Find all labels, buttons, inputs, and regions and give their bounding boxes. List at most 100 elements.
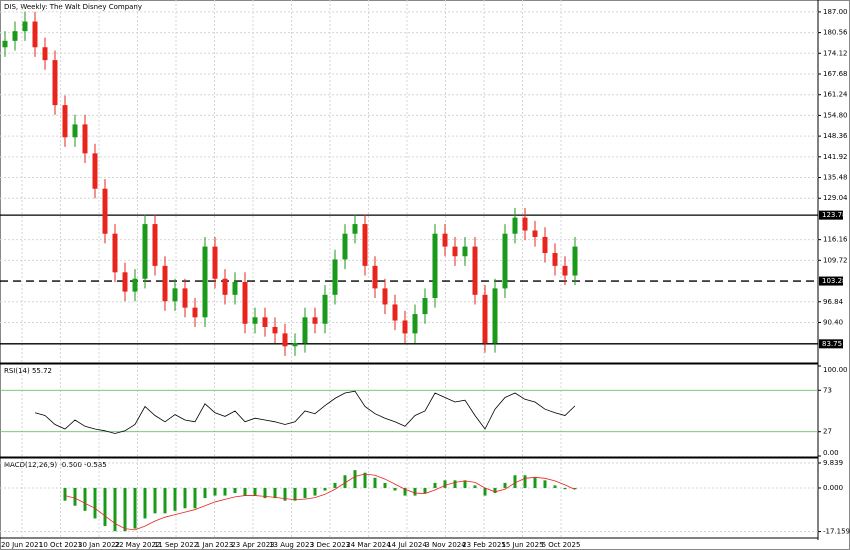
y-tick-label: 0.00: [823, 449, 839, 457]
candle-body: [412, 314, 418, 334]
macd-bar: [323, 487, 327, 491]
candle-body: [292, 343, 298, 347]
candle-body: [362, 224, 368, 266]
x-tick-label: 13 Aug 2023: [269, 541, 314, 549]
macd-bar: [413, 487, 417, 496]
macd-bar: [213, 487, 217, 496]
macd-bar: [243, 487, 247, 496]
macd-bar: [453, 480, 457, 488]
level-label: 103.28: [822, 277, 847, 285]
candle-body: [452, 246, 458, 257]
x-tick-label: 3 Dec 2023: [310, 541, 350, 549]
candle-body: [522, 217, 528, 231]
macd-title: MACD(12,26,9) -0.500 -0.585: [4, 461, 107, 469]
candle-body: [332, 259, 338, 295]
candle-body: [162, 265, 168, 302]
macd-bar: [183, 487, 187, 509]
candle-body: [112, 233, 118, 273]
candle-body: [72, 124, 78, 138]
candle-body: [322, 294, 328, 324]
rsi-title: RSI(14) 55.72: [4, 367, 52, 375]
y-tick-label: 109.72: [823, 256, 848, 264]
x-tick-label: 23 Apr 2023: [231, 541, 274, 549]
macd-bar: [303, 487, 307, 499]
candle-body: [82, 124, 88, 154]
level-label-box: [819, 339, 843, 349]
macd-bar: [443, 480, 447, 488]
macd-bar: [493, 487, 497, 494]
y-tick-label: 73: [823, 386, 832, 394]
candle-body: [122, 272, 128, 292]
candle-body: [42, 47, 48, 61]
macd-bar: [563, 487, 567, 490]
candle-body: [492, 288, 498, 344]
candle-body: [532, 230, 538, 237]
candle-body: [252, 317, 258, 324]
y-tick-label: 90.40: [823, 318, 843, 326]
level-label: 83.75: [822, 340, 842, 348]
candle-body: [282, 333, 288, 347]
macd-bar: [433, 482, 437, 488]
candle-body: [22, 21, 28, 32]
macd-bar: [313, 487, 317, 496]
macd-bar: [503, 482, 507, 488]
macd-bar: [553, 485, 557, 488]
candle-body: [352, 224, 358, 234]
y-tick-label: -17.159: [823, 528, 850, 536]
candle-body: [102, 188, 108, 234]
macd-bar: [383, 482, 387, 488]
candle-body: [212, 246, 218, 279]
rsi-line: [34, 390, 576, 434]
macd-bar: [233, 487, 237, 494]
x-tick-label: 15 Jun 2025: [501, 541, 543, 549]
macd-bar: [423, 487, 427, 494]
macd-bar: [123, 487, 127, 532]
candle-body: [12, 31, 18, 41]
macd-bar: [153, 487, 157, 514]
candle-body: [242, 281, 248, 324]
macd-bar: [223, 487, 227, 496]
macd-bar: [483, 487, 487, 496]
candle-body: [52, 60, 58, 106]
macd-bar: [63, 487, 67, 501]
candle-body: [262, 317, 268, 327]
y-tick-label: 141.92: [823, 153, 848, 161]
candle-body: [502, 233, 508, 289]
y-tick-label: 135.48: [823, 174, 848, 182]
macd-bar: [513, 475, 517, 488]
candle-body: [202, 246, 208, 318]
macd-bar: [393, 487, 397, 491]
candle-body: [402, 320, 408, 334]
candle-body: [392, 304, 398, 321]
level-label-box: [819, 210, 843, 220]
y-tick-label: 9.839: [823, 459, 843, 467]
macd-bar: [523, 475, 527, 488]
y-tick-label: 27: [823, 428, 832, 436]
candle-body: [552, 253, 558, 266]
macd-bar: [543, 480, 547, 488]
y-tick-label: 116.16: [823, 236, 848, 244]
x-tick-label: 1 Jan 2023: [196, 541, 234, 549]
candle-body: [132, 278, 138, 292]
candle-body: [2, 40, 8, 48]
macd-bar: [173, 487, 177, 511]
y-tick-label: 187.00: [823, 8, 848, 16]
macd-bar: [163, 487, 167, 514]
candle-body: [232, 281, 238, 295]
candle-body: [152, 224, 158, 266]
candle-body: [142, 224, 148, 279]
x-tick-label: 5 Oct 2025: [542, 541, 581, 549]
candle-body: [372, 265, 378, 289]
macd-bar: [133, 487, 137, 529]
candle-body: [482, 294, 488, 344]
x-tick-label: 22 May 2022: [115, 541, 161, 549]
candle-body: [432, 233, 438, 299]
macd-bar: [143, 487, 147, 519]
y-tick-label: 148.36: [823, 132, 848, 140]
candle-body: [422, 298, 428, 315]
y-tick-label: 167.68: [823, 70, 848, 78]
x-tick-label: 30 Jan 2022: [78, 541, 120, 549]
candle-body: [462, 246, 468, 257]
